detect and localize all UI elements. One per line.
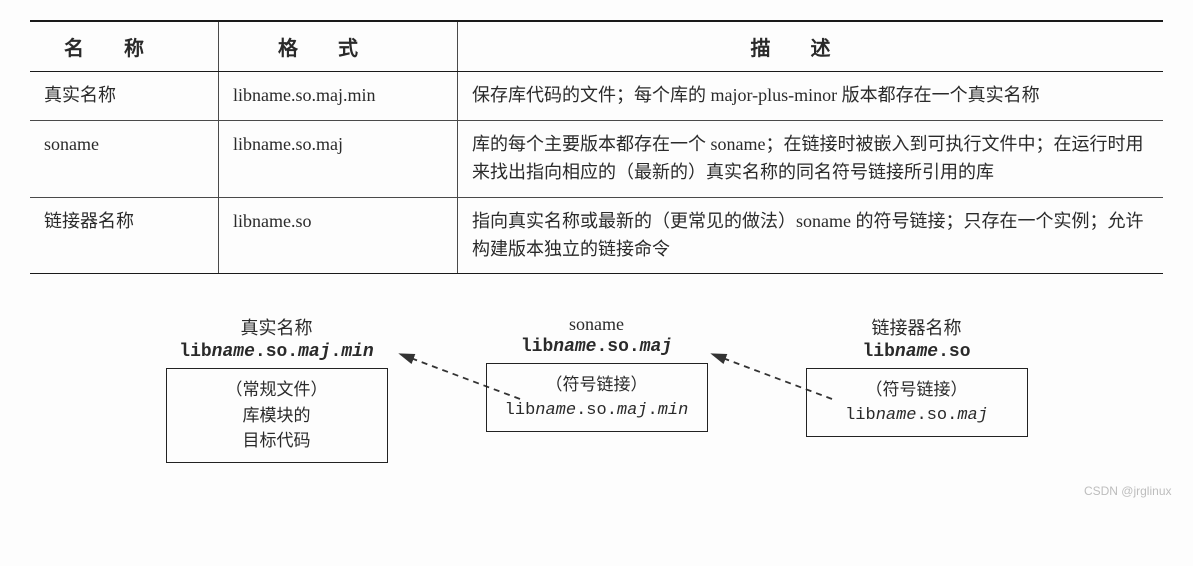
cell-format: libname.so [219,197,458,274]
table-row: 链接器名称 libname.so 指向真实名称或最新的（更常见的做法）sonam… [30,197,1163,274]
box-line: 目标代码 [177,428,377,454]
box-line: （符号链接） [497,372,697,398]
naming-diagram: 真实名称 libname.so.maj.min （常规文件） 库模块的 目标代码… [132,314,1062,494]
cell-desc: 库的每个主要版本都存在一个 soname；在链接时被嵌入到可执行文件中；在运行时… [458,120,1164,197]
box-line: （符号链接） [817,377,1017,403]
cell-format: libname.so.maj.min [219,72,458,121]
cell-desc: 指向真实名称或最新的（更常见的做法）soname 的符号链接；只存在一个实例；允… [458,197,1164,274]
node-subtitle: libname.so [792,342,1042,362]
box-line-mono: libname.so.maj.min [497,398,697,424]
cell-format: libname.so.maj [219,120,458,197]
node-title: soname [472,314,722,335]
header-format: 格式 [219,21,458,72]
cell-name: 真实名称 [30,72,219,121]
cell-name: soname [30,120,219,197]
box-line: 库模块的 [177,403,377,429]
naming-table: 名称 格式 描述 真实名称 libname.so.maj.min 保存库代码的文… [30,20,1163,274]
node-subtitle: libname.so.maj.min [152,342,402,362]
table-row: soname libname.so.maj 库的每个主要版本都存在一个 sona… [30,120,1163,197]
diagram-node-linker: 链接器名称 libname.so （符号链接） libname.so.maj [792,314,1042,437]
header-desc: 描述 [458,21,1164,72]
node-box: （常规文件） 库模块的 目标代码 [166,368,388,463]
node-box: （符号链接） libname.so.maj.min [486,363,708,432]
diagram-node-soname: soname libname.so.maj （符号链接） libname.so.… [472,314,722,432]
cell-name: 链接器名称 [30,197,219,274]
node-title: 真实名称 [152,314,402,340]
table-row: 真实名称 libname.so.maj.min 保存库代码的文件；每个库的 ma… [30,72,1163,121]
node-subtitle: libname.so.maj [472,337,722,357]
node-box: （符号链接） libname.so.maj [806,368,1028,437]
box-line: （常规文件） [177,377,377,403]
table-header-row: 名称 格式 描述 [30,21,1163,72]
diagram-node-real: 真实名称 libname.so.maj.min （常规文件） 库模块的 目标代码 [152,314,402,463]
box-line-mono: libname.so.maj [817,403,1017,429]
cell-desc: 保存库代码的文件；每个库的 major-plus-minor 版本都存在一个真实… [458,72,1164,121]
node-title: 链接器名称 [792,314,1042,340]
header-name: 名称 [30,21,219,72]
watermark-text: CSDN @jrglinux [1084,484,1172,498]
